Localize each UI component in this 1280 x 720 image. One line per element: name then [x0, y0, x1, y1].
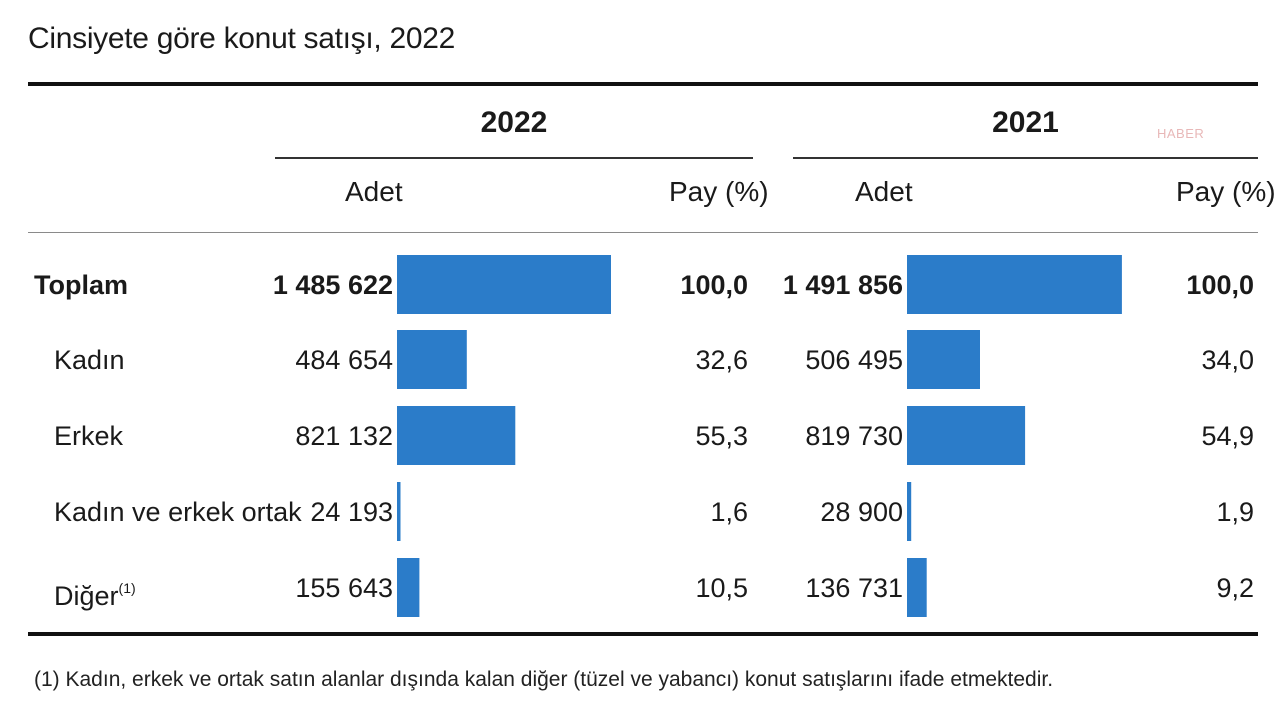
table-top-rule [28, 82, 1258, 86]
bar-2022 [397, 406, 516, 465]
pay-2021-value: 54,9 [1201, 420, 1254, 451]
year-header-2022: 2022 [480, 106, 548, 139]
row-label: Diğer(1) [54, 579, 136, 611]
pay-2022-value: 1,6 [710, 496, 748, 527]
bar-2022 [397, 558, 420, 617]
adet-2021-value: 819 730 [805, 420, 903, 451]
col-adet-2021: Adet [855, 176, 913, 207]
adet-2021-value: 136 731 [805, 572, 903, 603]
bar-2022 [397, 255, 611, 314]
footnote: (1) Kadın, erkek ve ortak satın alanlar … [34, 668, 1054, 691]
adet-2021-value: 1 491 856 [782, 269, 903, 300]
pay-2021-value: 100,0 [1186, 269, 1254, 300]
pay-2021-value: 1,9 [1216, 496, 1254, 527]
bar-2022 [397, 330, 467, 389]
footnote-marker: (1) [118, 579, 136, 596]
pay-2022-value: 100,0 [680, 269, 748, 300]
adet-2022-value: 155 643 [295, 572, 393, 603]
col-pay-2021: Pay (%) [1176, 176, 1276, 207]
row-label: Toplam [34, 269, 128, 300]
row-label: Kadın [54, 344, 125, 375]
bar-2021 [907, 558, 927, 617]
pay-2022-value: 55,3 [695, 420, 748, 451]
adet-2022-value: 1 485 622 [272, 269, 393, 300]
pay-2021-value: 34,0 [1201, 344, 1254, 375]
row-label: Kadın ve erkek ortak [54, 496, 302, 527]
bar-2021 [907, 406, 1026, 465]
watermark: HABER [1157, 126, 1205, 141]
bar-2022 [397, 482, 401, 541]
adet-2021-value: 506 495 [805, 344, 903, 375]
adet-2022-value: 484 654 [295, 344, 393, 375]
year-header-2021: 2021 [992, 106, 1059, 139]
bar-2021 [907, 330, 980, 389]
adet-2022-value: 24 193 [310, 496, 393, 527]
pay-2021-value: 9,2 [1216, 572, 1254, 603]
year-underline-2021 [793, 157, 1258, 159]
table-bottom-rule [28, 632, 1258, 636]
bar-2021 [907, 255, 1122, 314]
chart-title: Cinsiyete göre konut satışı, 2022 [28, 22, 456, 55]
header-divider [28, 232, 1258, 233]
adet-2022-value: 821 132 [295, 420, 393, 451]
pay-2022-value: 32,6 [695, 344, 748, 375]
col-adet-2022: Adet [345, 176, 403, 207]
bar-2021 [907, 482, 912, 541]
col-pay-2022: Pay (%) [669, 176, 769, 207]
row-label: Erkek [54, 420, 124, 451]
year-underline-2022 [275, 157, 753, 159]
adet-2021-value: 28 900 [820, 496, 903, 527]
pay-2022-value: 10,5 [695, 572, 748, 603]
